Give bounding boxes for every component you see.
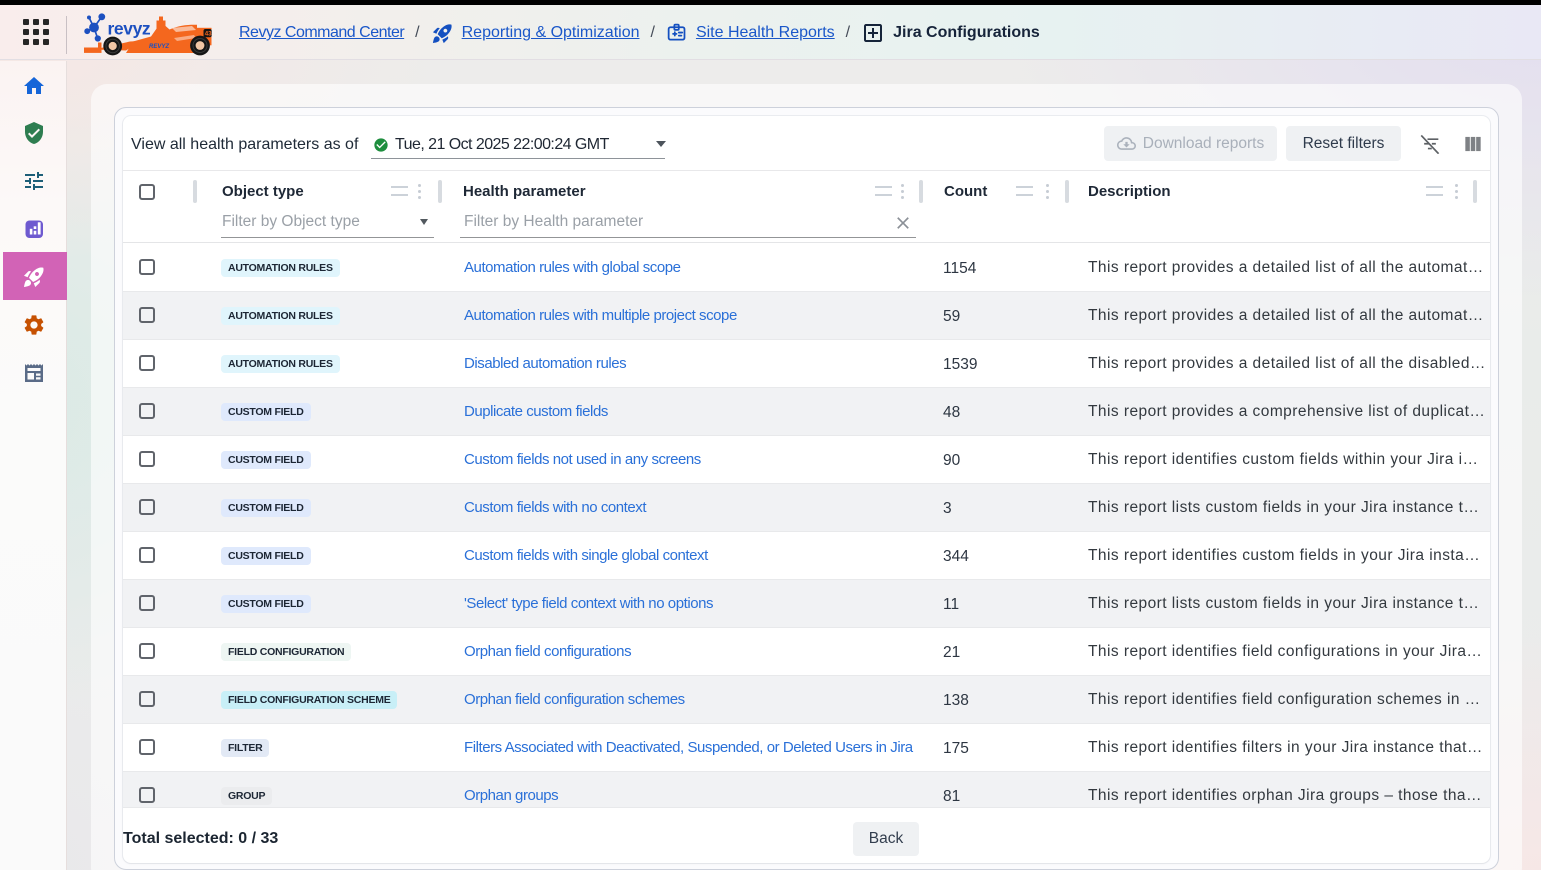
svg-text:43: 43 (205, 31, 212, 38)
svg-text:REVYZ: REVYZ (149, 44, 169, 50)
svg-text:revyz: revyz (108, 19, 151, 39)
